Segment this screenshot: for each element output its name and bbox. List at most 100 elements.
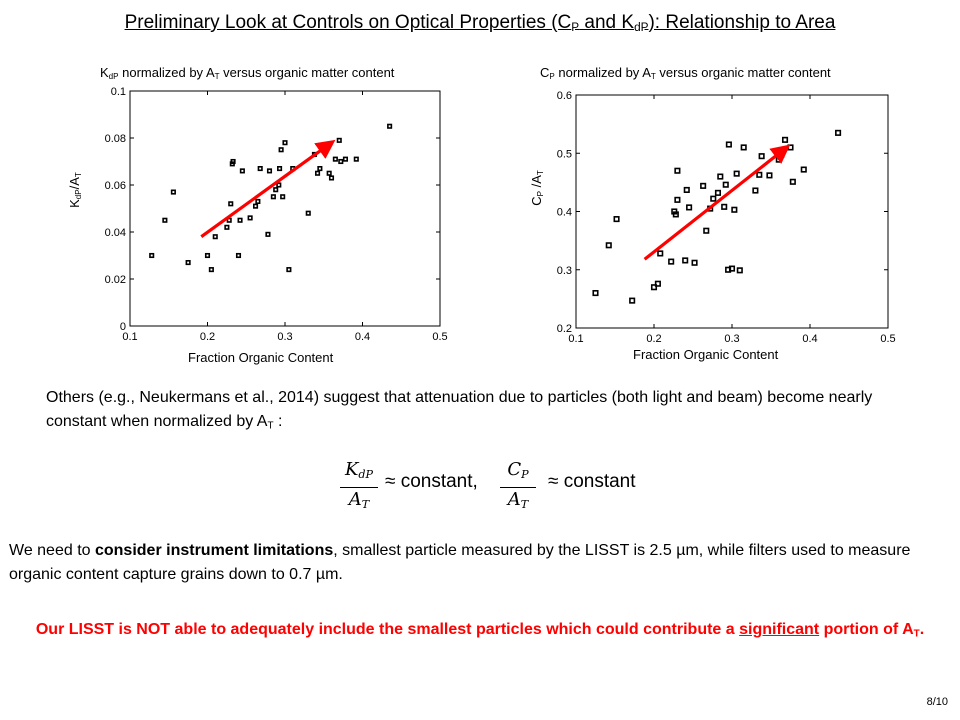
right-chart-title: CP normalized by AT versus organic matte… [540,65,831,81]
right-point [703,227,710,234]
left-point [286,267,292,273]
right-point [800,166,807,173]
right-point [722,181,729,188]
right-point [683,186,690,193]
right-point [752,187,759,194]
left-point [277,166,283,172]
left-point [315,170,321,176]
left-point [204,252,211,259]
right-trend-arrow [643,144,791,261]
left-point [265,231,271,237]
page-number: 8/10 [926,696,948,708]
right-point [605,242,612,249]
left-point [280,194,286,200]
left-ytick-label: 0 [120,321,126,333]
left-point [239,168,245,174]
right-point [721,203,728,210]
right-point [740,144,747,151]
right-point [710,195,717,202]
left-point [162,217,168,223]
left-point [305,210,311,216]
right-chart-ylabel: CP /AT [529,170,545,206]
kdp-scatter-chart: 0.1 0.2 0.3 0.4 0.5 0 0.02 0.04 0.06 0.08 0.1 [105,86,448,343]
left-point [353,156,359,162]
right-point [672,211,679,218]
left-point [237,217,243,223]
right-point [691,259,698,266]
left-ytick-label: 0.08 [105,133,126,145]
left-point [149,252,155,259]
left-point [247,215,253,221]
left-point [255,198,261,204]
right-point [674,167,681,174]
right-point [736,267,743,274]
left-point [253,203,259,209]
left-point [228,201,234,207]
left-point [224,224,230,230]
right-xtick-label: 0.2 [646,333,661,345]
right-xtick-label: 0.5 [880,333,895,345]
kdp-over-at-fraction: KdP AT [340,460,378,515]
left-axes-box [129,90,441,327]
right-xtick-label: 0.1 [568,333,583,345]
left-point [342,156,348,162]
right-point [766,172,773,179]
approx-constant-1: ≈ constant, [385,471,478,492]
right-ytick-label: 0.3 [557,265,572,277]
right-xtick-label: 0.4 [802,333,817,345]
left-point [212,234,218,240]
left-point [266,168,273,174]
left-point [332,156,338,162]
right-point [668,258,675,265]
left-point [326,170,332,176]
left-xtick-label: 0.1 [122,331,137,343]
right-point [733,170,740,177]
right-point [731,206,738,213]
right-point [725,141,732,148]
right-point [787,144,794,151]
left-chart-ylabel: KdP/AT [67,172,83,208]
left-ytick-label: 0.1 [111,86,126,98]
right-point [756,171,763,178]
right-point [700,182,707,189]
left-point [185,260,191,266]
right-point [789,178,796,185]
right-point [654,280,661,287]
right-point [717,173,724,180]
right-point [835,129,842,136]
cp-over-at-fraction: CP AT [500,460,536,515]
right-ytick-label: 0.5 [557,148,572,160]
right-point [674,196,681,203]
left-point [170,189,176,195]
left-chart-title: KdP normalized by AT versus organic matt… [100,65,395,81]
left-point [317,166,323,172]
left-point [278,147,284,153]
left-xtick-label: 0.3 [277,331,292,343]
left-xtick-label: 0.5 [432,331,447,343]
slide-title: Preliminary Look at Controls on Optical … [124,12,836,34]
left-point [276,182,282,188]
left-xtick-label: 0.2 [200,331,215,343]
right-point [613,216,620,223]
right-point [650,284,658,291]
right-ytick-label: 0.6 [557,90,572,102]
right-ytick-label: 0.4 [557,207,572,219]
left-point [270,194,276,200]
right-xtick-label: 0.3 [724,333,739,345]
right-ytick-label: 0.2 [557,323,572,335]
right-point [592,290,599,297]
right-point [775,156,782,163]
left-point [257,166,263,172]
lisst-warning: Our LISST is NOT able to adequately incl… [35,621,925,640]
approx-constant-2: ≈ constant [548,471,636,492]
left-point [338,158,344,165]
left-point [230,158,236,165]
left-ytick-label: 0.02 [105,274,126,286]
left-xtick-label: 0.4 [355,331,370,343]
left-trend-arrow [200,139,336,238]
right-point [629,297,636,304]
left-point [328,175,335,181]
left-point [387,123,393,129]
left-point [235,252,242,259]
right-point [657,250,664,257]
